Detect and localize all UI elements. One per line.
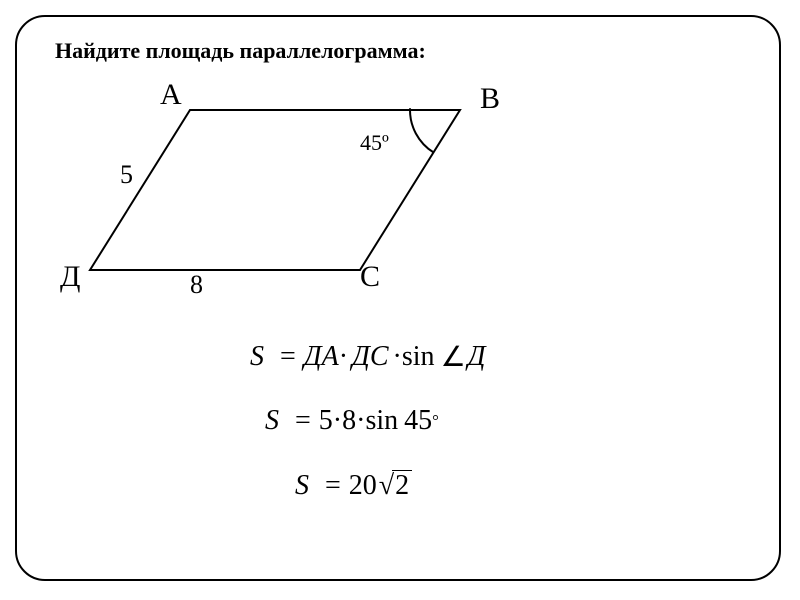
f1-dot1: · [339,341,348,373]
formula-line-3: S = 20 √ 2 [295,470,412,502]
f1-dot2: · [393,341,402,373]
f2-S: S [265,405,279,437]
formula-line-1: S = ДА · ДС · sin ∠ Д [250,340,486,374]
f2-eq: = [295,405,311,437]
f1-DC: ДС [352,341,389,373]
f1-angle-vertex: Д [468,341,486,373]
angle-icon: ∠ [441,340,466,374]
f2-dot1: · [333,405,342,437]
f2-sin: sin [365,405,398,437]
vertex-A-label: А [160,78,182,112]
f3-S: S [295,470,309,502]
f2-45: 45 [404,405,432,437]
vertex-D-label: Д [60,260,80,294]
parallelogram-diagram [60,80,540,300]
f1-DA: ДА [304,341,339,373]
angle-arc [410,108,434,152]
parallelogram-shape [90,110,460,270]
problem-title: Найдите площадь параллелограмма: [55,38,426,64]
f2-dot2: · [356,405,365,437]
f2-8: 8 [342,405,356,437]
f1-eq: = [280,341,296,373]
f3-eq: = [325,470,341,502]
formula-line-2: S = 5 · 8 · sin 45 ° [265,405,439,437]
side-5-label: 5 [120,160,133,190]
f2-5: 5 [319,405,333,437]
f3-20: 20 [349,470,377,502]
side-8-label: 8 [190,270,203,300]
degree-icon: ° [432,411,439,431]
f3-radicand: 2 [392,470,412,502]
vertex-C-label: С [360,260,380,294]
f1-sin: sin [402,341,435,373]
vertex-B-label: В [480,82,500,116]
angle-45-label: 45º [360,130,389,156]
f1-S: S [250,341,264,373]
sqrt-icon: √ 2 [379,470,412,502]
